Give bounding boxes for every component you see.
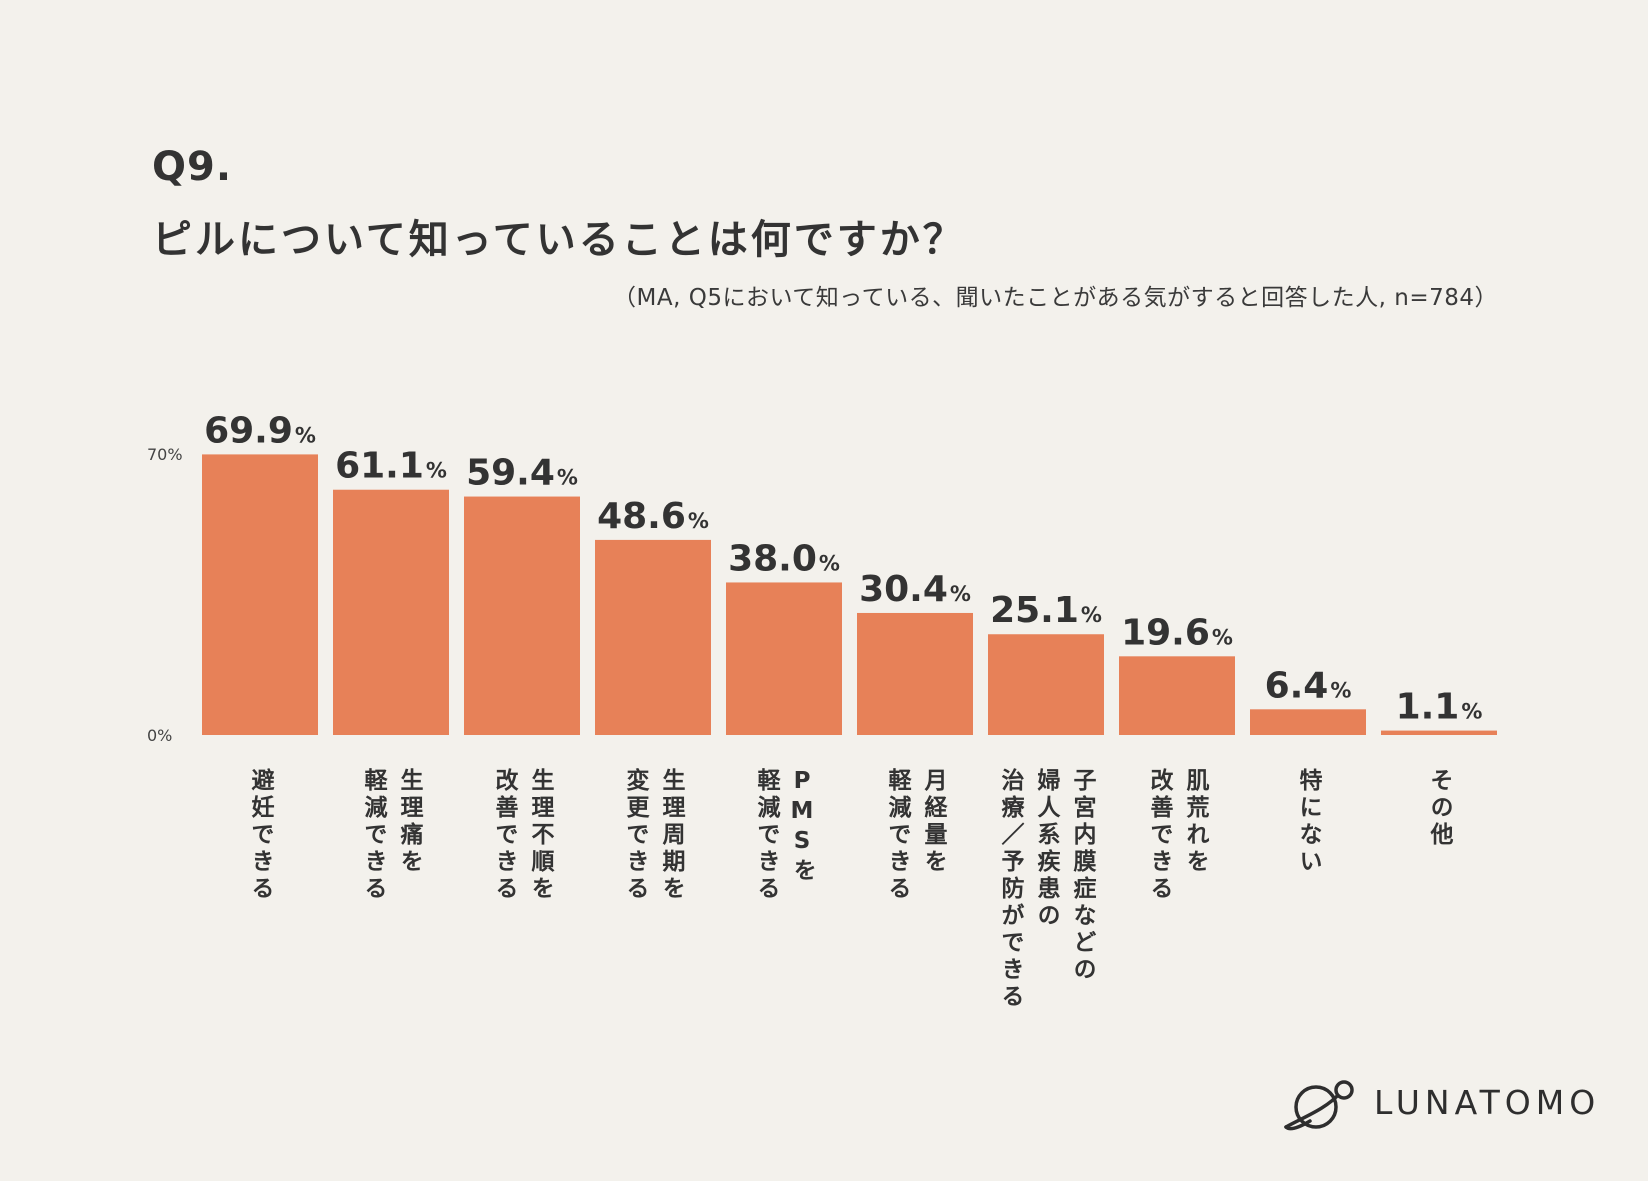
data-label: 6.4% bbox=[1265, 665, 1352, 706]
x-tick-label: PMSを bbox=[789, 768, 816, 885]
x-tick-label: 避妊できる bbox=[247, 767, 275, 903]
y-tick-label: 70% bbox=[147, 445, 183, 464]
brand-name: LUNATOMO bbox=[1374, 1083, 1601, 1122]
data-label: 69.9% bbox=[204, 410, 316, 451]
x-tick-label: 月経量を bbox=[920, 768, 949, 876]
data-label: 59.4% bbox=[466, 453, 578, 494]
x-tick-label: 子宮内膜症などの bbox=[1069, 768, 1097, 984]
planet-ring-icon bbox=[1284, 1080, 1354, 1131]
data-label: 1.1% bbox=[1396, 687, 1483, 728]
bar bbox=[1119, 656, 1235, 735]
y-tick-label: 0% bbox=[147, 726, 172, 745]
data-label: 38.0% bbox=[728, 538, 840, 579]
x-tick-label: 生理痛を bbox=[396, 768, 424, 876]
x-tick-label: 特にない bbox=[1295, 768, 1323, 876]
data-label: 25.1% bbox=[990, 590, 1102, 631]
bar bbox=[333, 489, 449, 735]
x-tick-label: 婦人系疾患の bbox=[1033, 767, 1062, 930]
x-tick-label: 軽減できる bbox=[753, 768, 781, 903]
data-label: 30.4% bbox=[859, 569, 971, 610]
data-label: 61.1% bbox=[335, 446, 447, 487]
bar bbox=[1250, 709, 1366, 735]
x-tick-label: 生理不順を bbox=[527, 768, 555, 903]
bar bbox=[595, 539, 711, 735]
data-label: 48.6% bbox=[597, 496, 709, 537]
x-tick-label: 治療／予防ができる bbox=[997, 767, 1025, 1011]
bar bbox=[857, 612, 973, 735]
bar bbox=[464, 496, 580, 735]
bar bbox=[726, 582, 842, 735]
x-tick-label: 生理周期を bbox=[658, 768, 686, 903]
sample-note: （MA, Q5において知っている、聞いたことがある気がすると回答した人, n=7… bbox=[613, 285, 1498, 311]
x-tick-label: 改善できる bbox=[491, 768, 519, 903]
x-tick-label: 軽減できる bbox=[884, 768, 912, 903]
bar bbox=[988, 634, 1104, 735]
x-tick-label: 改善できる bbox=[1146, 768, 1174, 903]
question-title: ピルについて知っていることは何ですか？ bbox=[152, 217, 966, 263]
question-number: Q9. bbox=[152, 144, 233, 190]
x-tick-label: 軽減できる bbox=[360, 768, 388, 903]
bar bbox=[202, 454, 318, 735]
brand-logo: LUNATOMO bbox=[1280, 1075, 1610, 1135]
x-tick-label: 変更できる bbox=[622, 767, 650, 903]
x-tick-label: 肌荒れを bbox=[1182, 768, 1210, 876]
x-tick-label: その他 bbox=[1426, 768, 1455, 849]
bar bbox=[1381, 730, 1497, 735]
data-label: 19.6% bbox=[1121, 612, 1233, 653]
